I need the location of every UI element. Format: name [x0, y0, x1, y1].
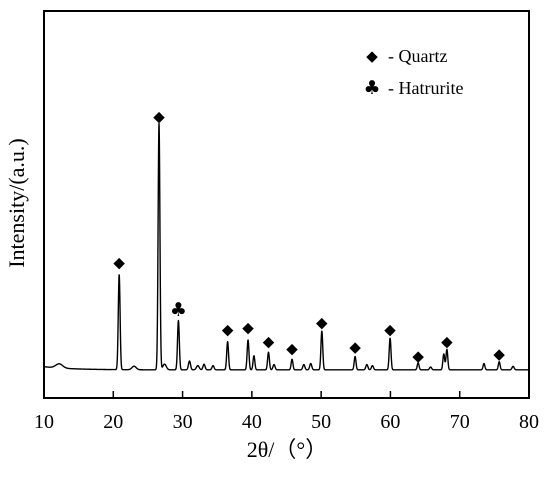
- peak-markers: ◆ ◆ ♣ ◆ ◆ ◆ ◆ ◆ ◆ ◆ ◆ ◆ ◆: [113, 108, 505, 365]
- quartz-marker: ◆: [242, 319, 254, 337]
- legend: ◆ - Quartz ♣ - Hatrurite: [363, 46, 463, 99]
- quartz-marker: ◆: [384, 320, 396, 338]
- x-tick-label: 20: [103, 411, 123, 433]
- quartz-marker: ◆: [113, 254, 125, 272]
- quartz-marker: ◆: [316, 313, 328, 331]
- quartz-marker: ◆: [493, 345, 505, 363]
- x-tick-label: 80: [519, 411, 539, 433]
- x-tick-label: 50: [311, 411, 331, 433]
- quartz-marker: ◆: [286, 340, 298, 358]
- xrd-trace: [43, 122, 530, 371]
- x-tick-label: 40: [242, 411, 262, 433]
- legend-quartz-symbol: ◆: [366, 47, 378, 65]
- x-tick-label: 70: [450, 411, 470, 433]
- x-axis-ticks: 10 20 30 40 50 60 70 80: [34, 391, 539, 433]
- quartz-marker: ◆: [441, 333, 453, 351]
- legend-hatrurite-label: - Hatrurite: [388, 78, 463, 98]
- x-axis-title: 2θ/（°）: [247, 437, 327, 462]
- plot-frame: [43, 10, 530, 399]
- quartz-marker: ◆: [263, 333, 275, 351]
- legend-hatrurite-symbol: ♣: [363, 77, 380, 99]
- quartz-marker: ◆: [222, 320, 234, 338]
- legend-quartz-label: - Quartz: [388, 46, 447, 66]
- x-tick-label: 60: [380, 411, 400, 433]
- quartz-marker: ◆: [153, 108, 165, 126]
- hatrurite-marker: ♣: [170, 299, 187, 321]
- quartz-marker: ◆: [349, 338, 361, 356]
- x-tick-label: 10: [34, 411, 54, 433]
- y-axis-title: Intensity/(a.u.): [4, 138, 29, 268]
- x-tick-label: 30: [173, 411, 193, 433]
- quartz-marker: ◆: [412, 347, 424, 365]
